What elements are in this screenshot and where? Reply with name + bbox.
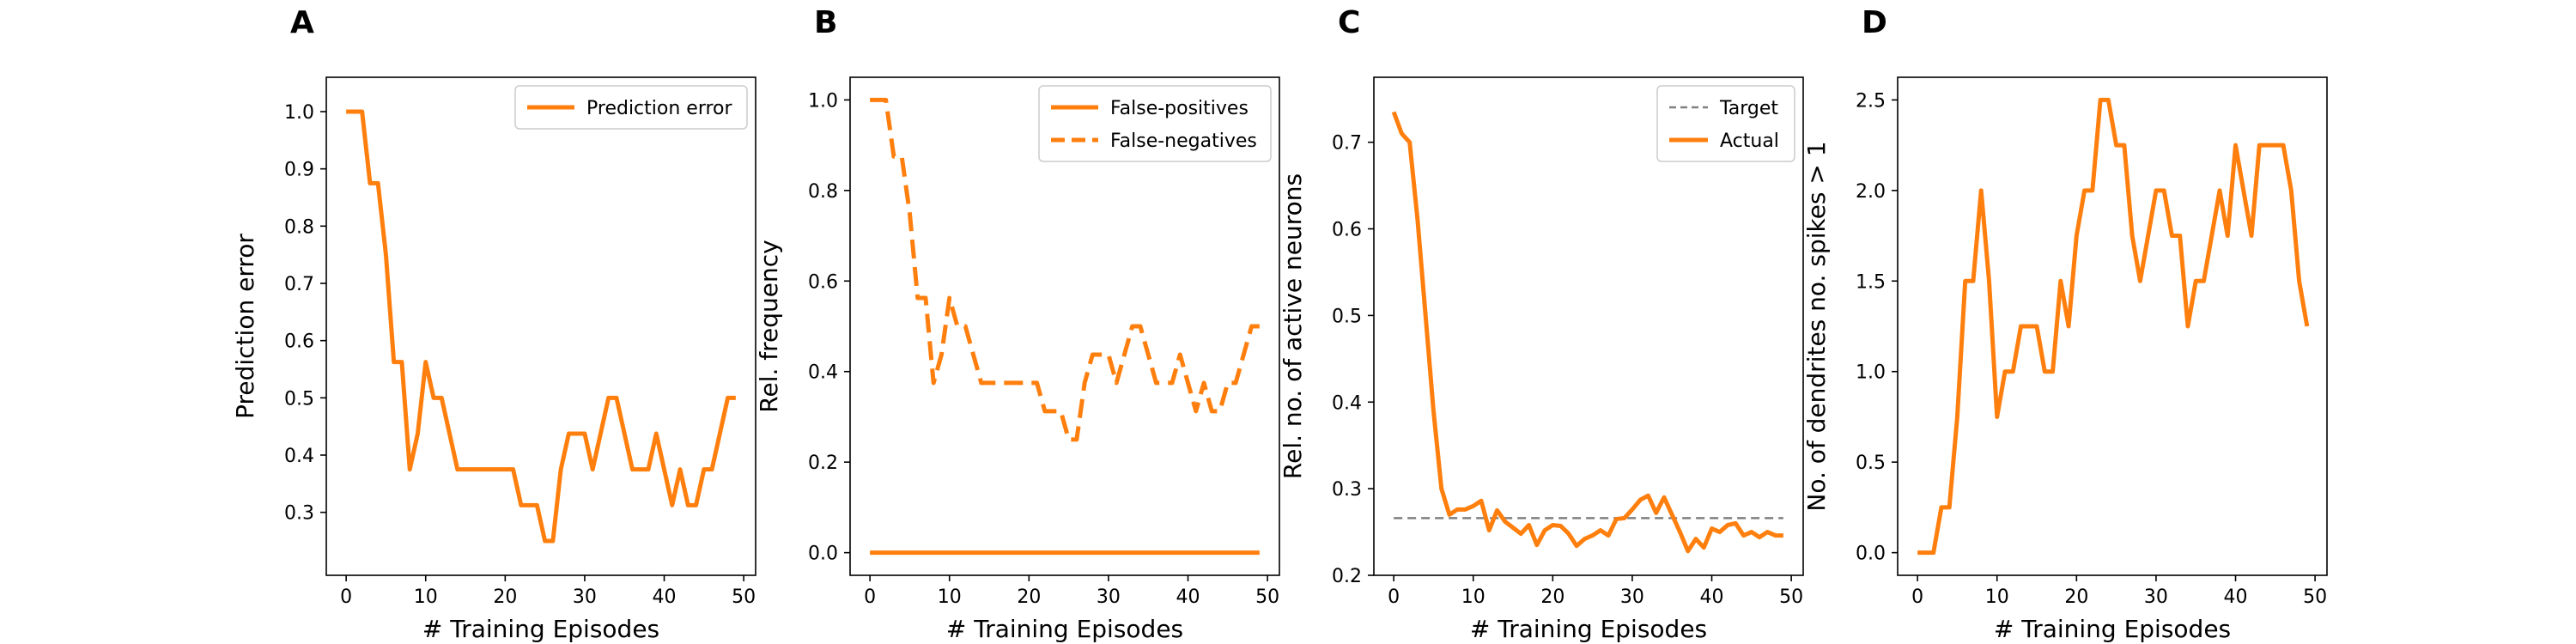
panel-d-y-tick-label: 0.5 (1856, 453, 1886, 474)
panel-c-x-tick-label: 30 (1620, 586, 1644, 608)
panel-c-x-tick-label: 50 (1779, 586, 1803, 608)
panel-c-legend-box (1656, 85, 1795, 162)
panel-b-series-false-negatives (870, 97, 1260, 442)
panel-b-x-tick-label: 10 (938, 586, 962, 608)
panel-b-legend: False-positives False-negatives (1038, 85, 1272, 162)
panel-b-x-tick-label: 40 (1176, 586, 1200, 608)
panel-a-x-tick-label: 40 (653, 586, 677, 608)
panel-d-y-axis-label: No. of dendrites no. spikes > 1 (1802, 141, 1831, 511)
panel-b-y-tick-label: 0.6 (808, 271, 838, 293)
panel-b-y-tick-label: 1.0 (808, 90, 838, 112)
panel-d-x-tick-label: 20 (2064, 586, 2088, 608)
panel-a-y-tick-label: 0.4 (284, 446, 314, 467)
panel-a-x-tick-label: 0 (340, 586, 352, 608)
panel-a-y-tick-label: 1.0 (284, 102, 314, 124)
panel-b-y-tick-label: 0.2 (808, 453, 838, 474)
panel-c-legend-label: Target (1719, 98, 1778, 119)
panel-a-x-axis-label: # Training Episodes (422, 615, 659, 643)
panel-c-y-tick-label: 0.2 (1332, 566, 1362, 587)
panel-b-y-tick-label: 0.0 (808, 544, 838, 565)
panel-d-y-tick-label: 2.0 (1856, 181, 1886, 203)
panel-b-x-axis-label: # Training Episodes (946, 615, 1183, 643)
panel-d-x-tick-label: 0 (1911, 586, 1923, 608)
panel-d-x-tick-label: 40 (2224, 586, 2248, 608)
panel-c-x-tick-label: 10 (1461, 586, 1485, 608)
panel-b-legend-box (1038, 85, 1272, 162)
panel-d-y-tick-label: 1.0 (1856, 362, 1886, 384)
panel-d-y-tick-label: 2.5 (1856, 90, 1886, 112)
panel-c-y-tick-label: 0.3 (1332, 479, 1362, 501)
panel-d-x-axis-label: # Training Episodes (1994, 615, 2231, 643)
panel-d-series-layer (1917, 97, 2310, 556)
panel-a-y-axis-label: Prediction error (231, 234, 259, 419)
panel-c-axes-frame (1373, 76, 1804, 576)
panel-a-legend-box (514, 85, 748, 130)
panel-d-letter: D (1862, 5, 1887, 40)
panel-c-legend-label: Actual (1720, 131, 1779, 152)
panel-c-y-tick-label: 0.4 (1332, 392, 1362, 414)
panel-a-x-tick-label: 10 (414, 586, 438, 608)
panel-b-series-layer (870, 97, 1260, 556)
panel-a-series-layer (346, 109, 736, 544)
panel-d-axes-frame (1897, 76, 2328, 576)
panel-c-y-tick-label: 0.7 (1332, 133, 1362, 155)
panel-b-legend-label: False-positives (1110, 98, 1249, 119)
panel-c-x-tick-label: 40 (1700, 586, 1724, 608)
panel-b-x-tick-label: 20 (1017, 586, 1041, 608)
panel-a-y-tick-label: 0.7 (284, 274, 314, 295)
panel-a-legend: Prediction error (514, 85, 748, 130)
panel-a-y-tick-label: 0.5 (284, 388, 314, 410)
panel-c-series-layer (1391, 111, 1783, 554)
panel-a-series-prediction-error (346, 109, 736, 544)
panel-b-x-tick-label: 30 (1097, 586, 1121, 608)
panel-c-x-axis-label: # Training Episodes (1470, 615, 1707, 643)
panel-d-x-tick-label: 30 (2144, 586, 2168, 608)
panel-a-x-tick-label: 30 (573, 586, 597, 608)
panel-b: 0 10 20 30 40 50 0.0 0.2 0.4 0.6 0.8 1.0 # Training … (755, 76, 1280, 643)
panel-c-legend: Target Actual (1656, 85, 1795, 162)
panel-a-y-tick-label: 0.3 (284, 503, 314, 525)
panel-a-y-tick-label: 0.8 (284, 216, 314, 238)
panel-d-y-tick-label: 1.5 (1856, 271, 1886, 293)
panel-a-x-tick-label: 50 (732, 586, 756, 608)
panel-d-x-tick-label: 10 (1985, 586, 2009, 608)
panel-a: 0 10 20 30 40 50 0.3 0.4 0.5 0.6 0.7 0.8 0.9 1.0 # Tra… (231, 76, 756, 643)
panel-b-axes-frame (849, 76, 1280, 576)
panel-c-y-tick-label: 0.6 (1332, 220, 1362, 241)
panel-c-x-tick-label: 0 (1388, 586, 1400, 608)
panel-c-letter: C (1338, 5, 1360, 40)
panel-a-y-tick-label: 0.9 (284, 160, 314, 181)
panel-c-y-tick-label: 0.5 (1332, 306, 1362, 327)
panel-a-y-tick-label: 0.6 (284, 331, 314, 353)
panel-d: 0 10 20 30 40 50 0.0 0.5 1.0 1.5 2.0 2.5 # Training … (1802, 76, 2328, 643)
panel-c: 0 10 20 30 40 50 0.2 0.3 0.4 0.5 0.6 0.7 # Training … (1279, 76, 1804, 643)
panel-d-series-line-0 (1917, 97, 2310, 556)
panel-d-x-tick-label: 50 (2303, 586, 2327, 608)
panel-a-x-tick-label: 20 (493, 586, 517, 608)
panel-b-y-tick-label: 0.8 (808, 181, 838, 203)
panel-c-y-axis-label: Rel. no. of active neurons (1279, 173, 1307, 479)
panel-b-y-tick-label: 0.4 (808, 362, 838, 384)
panel-b-legend-label: False-negatives (1110, 131, 1257, 152)
panel-b-letter: B (814, 5, 837, 40)
panel-b-x-tick-label: 50 (1255, 586, 1279, 608)
panel-b-x-tick-label: 0 (864, 586, 876, 608)
panel-a-letter: A (290, 5, 314, 40)
panel-d-y-tick-label: 0.0 (1856, 544, 1886, 565)
panel-c-x-tick-label: 20 (1540, 586, 1564, 608)
panel-a-axes-frame (325, 76, 756, 576)
panel-c-series-actual (1391, 111, 1783, 554)
panel-a-legend-label: Prediction error (586, 98, 732, 119)
panel-b-y-axis-label: Rel. frequency (755, 240, 783, 412)
